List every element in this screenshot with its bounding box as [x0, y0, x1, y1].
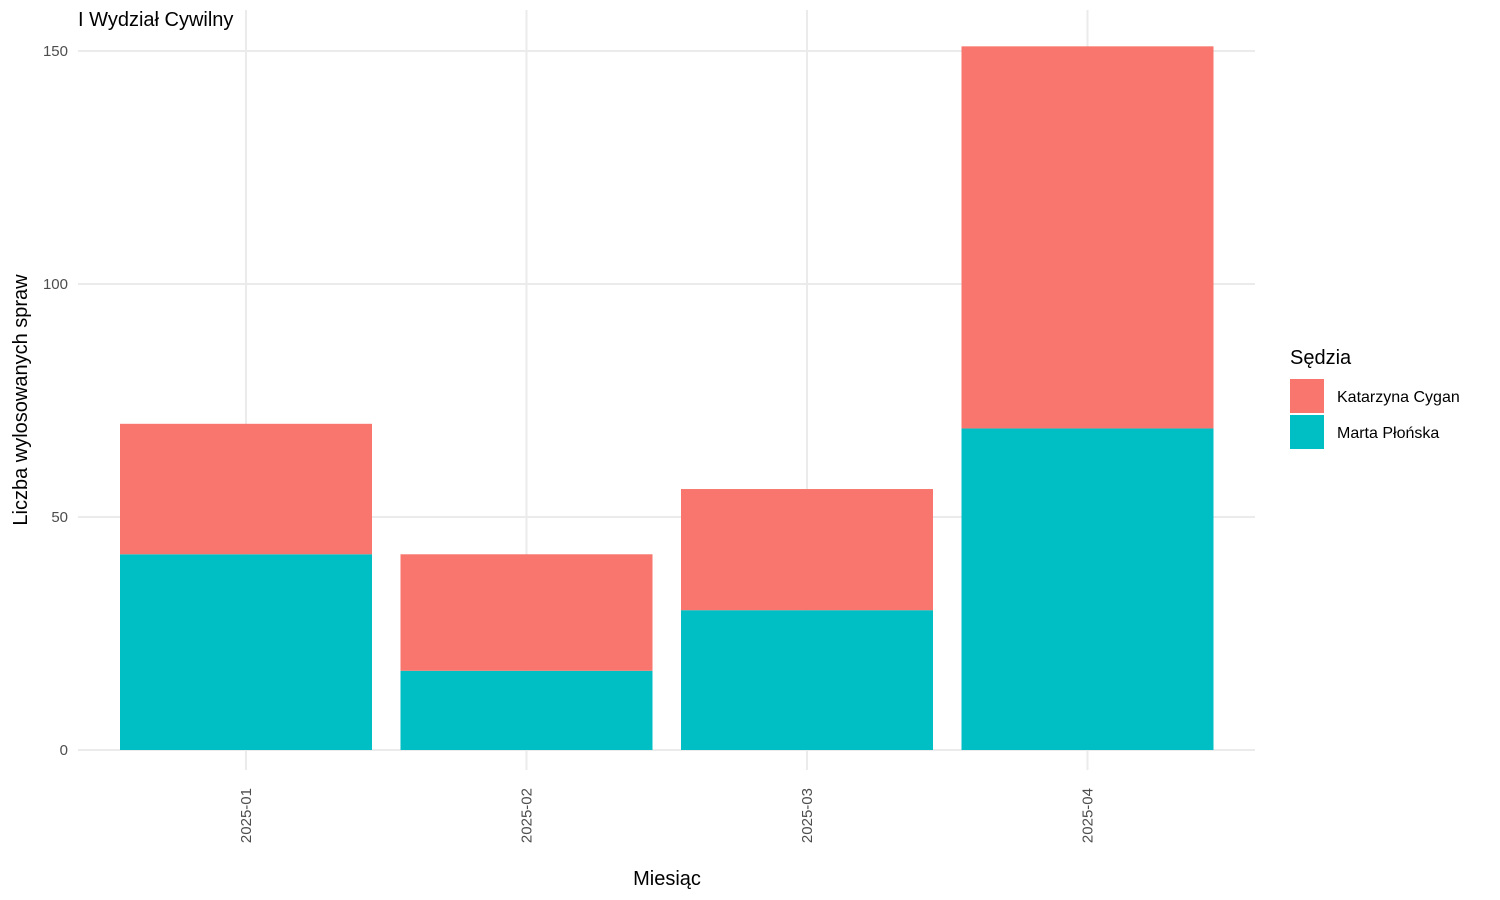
y-tick-label: 150	[43, 43, 68, 60]
bar-marta-plonska-2025-01	[120, 554, 372, 750]
bar-marta-plonska-2025-03	[681, 610, 933, 750]
x-tick-label: 2025-03	[799, 788, 816, 843]
y-tick-label: 0	[60, 742, 68, 759]
x-tick-label: 2025-01	[238, 788, 255, 843]
y-axis-ticks: 0 50 100 150	[43, 43, 68, 759]
x-tick-label: 2025-04	[1080, 788, 1097, 843]
bar-katarzyna-cygan-2025-04	[961, 46, 1214, 429]
bar-katarzyna-cygan-2025-03	[681, 489, 933, 611]
legend-label-marta-plonska: Marta Płońska	[1337, 425, 1439, 442]
bars	[120, 46, 1214, 750]
x-tick-label: 2025-02	[519, 788, 536, 843]
y-tick-label: 50	[51, 509, 68, 526]
legend-swatch-marta-plonska	[1290, 415, 1324, 449]
x-axis-title: Miesiąc	[633, 868, 701, 890]
bar-katarzyna-cygan-2025-02	[400, 554, 653, 671]
bar-marta-plonska-2025-04	[961, 428, 1214, 750]
chart-title: I Wydział Cywilny	[78, 9, 233, 31]
legend-label-katarzyna-cygan: Katarzyna Cygan	[1337, 389, 1460, 406]
bar-marta-plonska-2025-02	[400, 670, 653, 750]
y-axis-title: Liczba wylosowanych spraw	[10, 274, 32, 526]
y-tick-label: 100	[43, 276, 68, 293]
legend-title: Sędzia	[1290, 347, 1352, 369]
legend-swatch-katarzyna-cygan	[1290, 379, 1324, 413]
bar-katarzyna-cygan-2025-01	[120, 423, 372, 555]
legend: Sędzia Katarzyna Cygan Marta Płońska	[1290, 347, 1460, 449]
x-axis-ticks: 2025-01 2025-02 2025-03 2025-04	[238, 788, 1097, 843]
